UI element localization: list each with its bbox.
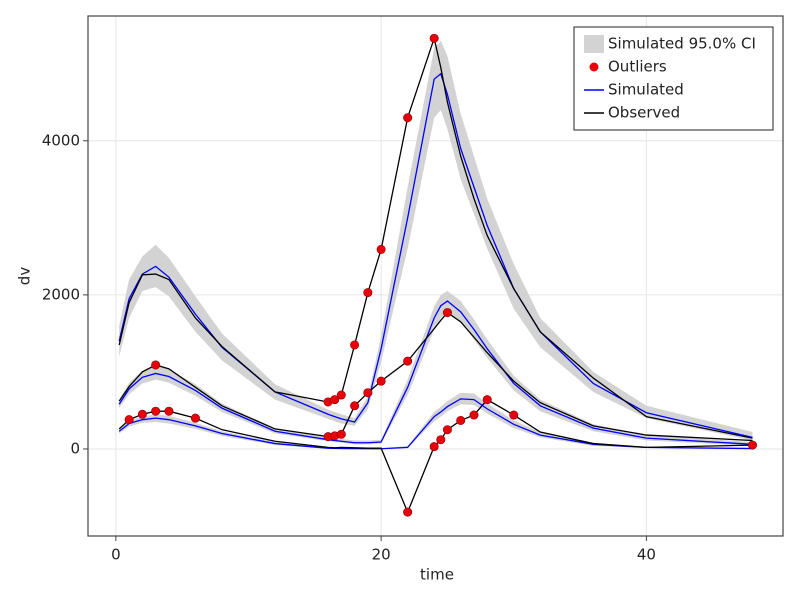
legend-label: Observed <box>608 104 680 122</box>
observed-line <box>118 311 753 442</box>
plot-frame <box>87 15 784 537</box>
outlier-point <box>363 388 373 398</box>
ci-band <box>119 291 753 446</box>
legend-label: Simulated 95.0% CI <box>608 35 756 53</box>
outlier-point <box>403 356 413 366</box>
outlier-point <box>442 425 452 435</box>
outlier-point <box>456 415 466 425</box>
outlier-point <box>190 413 200 423</box>
outlier-point <box>124 415 134 425</box>
y-tick-label: 0 <box>70 439 80 457</box>
legend: Simulated 95.0% CI Outliers Simulated Obser… <box>573 26 774 131</box>
x-axis-label: time <box>420 566 454 584</box>
outlier-point <box>164 406 174 416</box>
outlier-point <box>509 410 519 420</box>
outlier-point <box>429 33 439 43</box>
outlier-point <box>151 406 161 416</box>
legend-swatch <box>584 35 604 53</box>
legend-label: Simulated <box>608 81 684 99</box>
simulated-line <box>118 300 753 445</box>
outlier-point <box>469 410 479 420</box>
outlier-point <box>336 390 346 400</box>
outlier-point <box>151 360 161 370</box>
outlier-point <box>482 395 492 405</box>
outlier-point <box>336 429 346 439</box>
outlier-point <box>350 401 360 411</box>
y-tick-label: 4000 <box>42 131 80 149</box>
legend-box <box>573 26 774 131</box>
outlier-point <box>376 376 386 386</box>
y-tick-label: 2000 <box>42 285 80 303</box>
x-tick-label: 20 <box>372 546 391 564</box>
outlier-point <box>442 308 452 318</box>
outlier-point <box>330 395 340 405</box>
outlier-point <box>376 244 386 254</box>
x-tick-label: 0 <box>111 546 121 564</box>
observed-line <box>118 35 753 439</box>
legend-swatch <box>589 62 599 72</box>
outlier-point <box>363 288 373 298</box>
outlier-point <box>403 507 413 517</box>
outlier-point <box>429 442 439 452</box>
y-axis-label: dv <box>16 267 34 286</box>
x-tick-label: 40 <box>637 546 656 564</box>
outlier-point <box>403 113 413 123</box>
observed-line <box>118 398 753 514</box>
simulated-line <box>118 72 753 439</box>
outlier-point <box>350 340 360 350</box>
outlier-point <box>436 435 446 445</box>
outlier-point <box>137 409 147 419</box>
legend-label: Outliers <box>608 58 667 76</box>
outlier-point <box>747 440 757 450</box>
